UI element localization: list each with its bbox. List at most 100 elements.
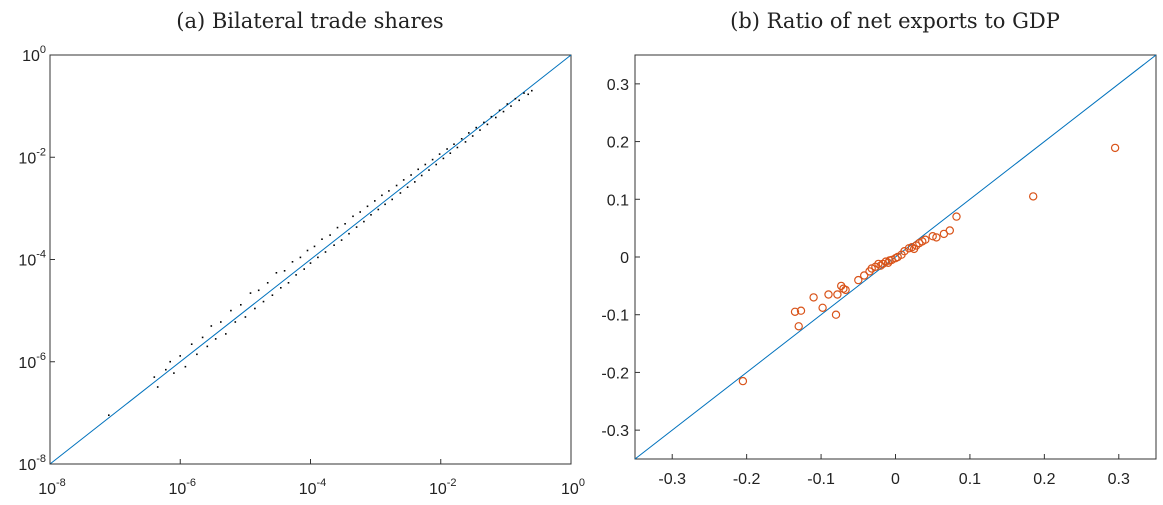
trade-share-point (348, 232, 350, 235)
net-export-point (809, 293, 818, 302)
trade-share-point (214, 338, 217, 340)
net-export-point (833, 290, 842, 299)
y-tick-label: 0.2 (607, 135, 629, 152)
panel-a-y-tick-labels: 10-8 10-6 10-4 10-2 100 (18, 44, 55, 474)
trade-share-point (417, 168, 419, 171)
trade-share-point (490, 115, 493, 118)
trade-share-point (184, 365, 187, 368)
y-tick-label: 10-2 (18, 146, 46, 167)
trade-share-point (475, 126, 477, 129)
net-export-point (831, 310, 841, 319)
trade-share-point (510, 105, 512, 107)
net-export-point (860, 271, 869, 280)
panel-a-x-tick-labels: 10-8 10-6 10-4 10-2 100 (38, 459, 585, 498)
net-export-point (874, 259, 883, 269)
trade-share-point (406, 186, 409, 188)
x-tick-label: 0.1 (959, 471, 981, 488)
trade-share-point (388, 190, 390, 192)
trade-share-point (399, 192, 402, 194)
net-export-point (790, 307, 800, 316)
trade-share-point (108, 414, 110, 416)
net-export-point (794, 322, 803, 331)
trade-share-point (165, 368, 167, 371)
trade-share-point (257, 289, 260, 292)
trade-share-point (395, 184, 398, 187)
trade-share-point (324, 251, 327, 253)
y-tick-label: 0.1 (607, 192, 629, 209)
trade-share-point (275, 272, 278, 274)
trade-share-point (449, 152, 452, 154)
x-tick-label: 10-2 (429, 477, 457, 498)
trade-share-point (173, 372, 175, 374)
x-tick-label: -0.3 (658, 471, 686, 488)
trade-share-point (506, 103, 509, 105)
trade-share-point (391, 198, 393, 201)
trade-share-point (518, 99, 520, 102)
trade-share-point (384, 203, 386, 206)
net-export-point (932, 233, 941, 242)
net-export-point (841, 285, 850, 295)
y-tick-label: -0.1 (601, 308, 629, 325)
net-export-point (738, 376, 748, 386)
trade-share-point (428, 169, 430, 171)
trade-share-point (262, 300, 265, 303)
trade-share-point (464, 141, 467, 143)
trade-share-point (377, 208, 380, 211)
x-tick-label: -0.1 (807, 471, 835, 488)
trade-share-point (244, 316, 247, 318)
trade-share-point (220, 321, 222, 323)
y-tick-label: -0.2 (601, 365, 629, 382)
trade-share-point (420, 174, 423, 177)
net-export-point (1028, 192, 1038, 201)
trade-share-point (156, 386, 159, 388)
trade-share-point (153, 376, 156, 378)
panel-a-45-degree-line (49, 54, 572, 465)
panel-bilateral-trade-shares: (a) Bilateral trade shares 10-8 10-6 10-4 1… (18, 9, 585, 498)
net-export-point (952, 212, 961, 221)
trade-share-point (402, 179, 405, 181)
trade-share-point (414, 181, 416, 183)
trade-share-point (225, 333, 227, 335)
trade-share-point (309, 262, 312, 264)
trade-share-point (483, 121, 485, 124)
trade-share-point (460, 138, 463, 140)
trade-share-point (295, 274, 297, 276)
net-export-point (945, 226, 955, 235)
trade-share-point (249, 292, 252, 294)
trade-share-point (321, 238, 323, 240)
diagonal-line (634, 54, 1157, 460)
trade-share-point (527, 93, 529, 96)
y-tick-label: 0 (620, 250, 629, 267)
trade-share-point (210, 325, 213, 327)
trade-share-point (283, 270, 286, 272)
net-export-point (1110, 143, 1120, 153)
trade-share-point (495, 116, 497, 119)
trade-share-point (471, 135, 474, 137)
trade-share-point (299, 256, 302, 259)
trade-share-point (340, 239, 343, 241)
trade-share-point (366, 205, 369, 208)
trade-share-point (352, 215, 354, 218)
trade-share-point (498, 109, 501, 112)
trade-share-point (468, 132, 470, 134)
panel-a-points (108, 89, 533, 416)
trade-share-point (266, 282, 269, 284)
net-export-point (921, 235, 930, 244)
trade-share-point (531, 89, 533, 92)
trade-share-point (424, 163, 427, 166)
trade-share-point (313, 245, 316, 248)
y-tick-label: 10-6 (18, 351, 46, 372)
trade-share-point (291, 261, 294, 263)
net-export-point (796, 306, 806, 315)
net-export-point (907, 242, 917, 252)
net-export-point (854, 275, 863, 285)
trade-share-point (303, 268, 305, 270)
trade-share-point (179, 355, 181, 357)
trade-share-point (196, 353, 198, 356)
trade-share-point (206, 345, 209, 348)
x-tick-label: 10-8 (38, 477, 66, 498)
trade-share-point (502, 110, 505, 113)
trade-share-point (442, 157, 445, 160)
trade-share-point (456, 146, 459, 149)
net-export-point (876, 261, 885, 270)
